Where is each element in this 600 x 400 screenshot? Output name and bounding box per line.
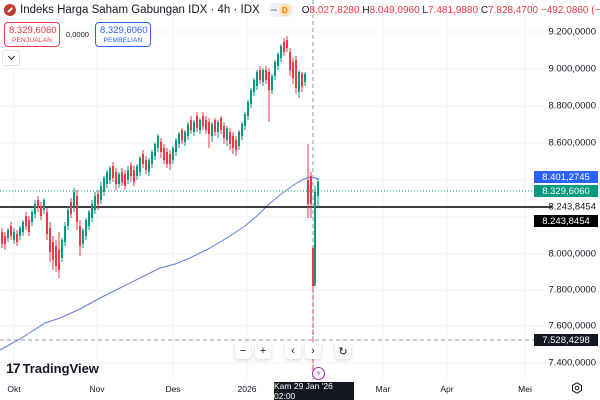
- y-tick: 8.800,0000: [548, 100, 596, 112]
- symbol-title[interactable]: Indeks Harga Saham Gabungan IDX · 4h · I…: [20, 4, 260, 16]
- scroll-left-button[interactable]: ‹: [285, 343, 301, 359]
- hline-price-tag: 8.243,8454: [534, 215, 598, 227]
- close-value: 7.828,4700: [488, 4, 539, 16]
- x-tick: Okt: [7, 384, 21, 394]
- reset-chart-button[interactable]: ↻: [335, 343, 351, 359]
- y-tick: 8.600,0000: [548, 137, 596, 149]
- x-tick: Apr: [440, 384, 454, 394]
- chevron-down-icon: [7, 52, 15, 61]
- moving-average-line: [0, 176, 319, 351]
- sell-label: PENJUALAN: [11, 36, 53, 44]
- delayed-data-icon: D: [278, 4, 291, 16]
- zoom-in-button[interactable]: +: [255, 343, 271, 359]
- tradingview-mark-icon: 17: [6, 360, 21, 376]
- buy-price: 8.329,6060: [99, 24, 148, 36]
- candlesticks: [1, 36, 319, 292]
- dash-icon: [270, 9, 277, 11]
- chart-navigation: − + ‹ › ↻: [235, 343, 351, 359]
- crosshair-price-tag: 7.528,4298: [534, 334, 598, 346]
- y-tick: 9.200,0000: [548, 26, 596, 38]
- crosshair-time-tag: Kam 29 Jan '26 02:00: [274, 381, 354, 400]
- x-tick: 2026: [237, 384, 257, 394]
- y-tick: 7.600,0000: [548, 320, 596, 332]
- tradingview-logo[interactable]: 17 TradingView: [6, 360, 99, 376]
- x-tick: Mei: [518, 384, 532, 394]
- high-value: 8.049,0960: [369, 4, 420, 16]
- trade-panel: 8.329,6060 PENJUALAN 0,0000 8.329,6060 P…: [4, 22, 151, 47]
- spread-value: 0,0000: [66, 30, 89, 39]
- data-source-badge[interactable]: D: [267, 3, 294, 17]
- hline-price-text: 8.243,8454: [548, 201, 596, 213]
- scroll-right-button[interactable]: ›: [305, 343, 321, 359]
- collapse-legend-button[interactable]: [2, 50, 20, 66]
- y-tick: 7.800,0000: [548, 284, 596, 296]
- x-tick: Mar: [375, 384, 391, 394]
- sell-button[interactable]: 8.329,6060 PENJUALAN: [4, 22, 60, 47]
- sell-price: 8.329,6060: [9, 24, 57, 36]
- ohlc-values: O8.027,8280 H8.049,0960 L7.481,9880 C7.8…: [302, 5, 600, 16]
- y-tick: 7.400,0000: [548, 357, 596, 369]
- tradingview-text: TradingView: [22, 360, 99, 376]
- buy-button[interactable]: 8.329,6060 PEMBELIAN: [94, 22, 151, 47]
- grid-lines: [0, 0, 552, 380]
- zoom-out-button[interactable]: −: [235, 343, 251, 359]
- lightning-event-icon[interactable]: ⚡: [312, 367, 325, 380]
- x-tick: Des: [165, 384, 181, 394]
- symbol-logo-icon: [4, 4, 16, 16]
- last-price-tag: 8.329,6060: [534, 185, 598, 197]
- change-value: −492,0860 (−5,91%): [540, 4, 600, 16]
- buy-label: PEMBELIAN: [103, 36, 143, 44]
- y-tick: 9.000,0000: [548, 63, 596, 75]
- ma-price-tag: 8.401,2745: [534, 171, 598, 183]
- low-value: 7.481,9880: [427, 4, 479, 16]
- y-tick: 8.000,0000: [548, 248, 596, 260]
- open-value: 8.027,8280: [309, 4, 360, 16]
- x-tick: Nov: [89, 384, 105, 394]
- settings-icon[interactable]: [571, 382, 583, 394]
- chart-legend: Indeks Harga Saham Gabungan IDX · 4h · I…: [4, 3, 600, 17]
